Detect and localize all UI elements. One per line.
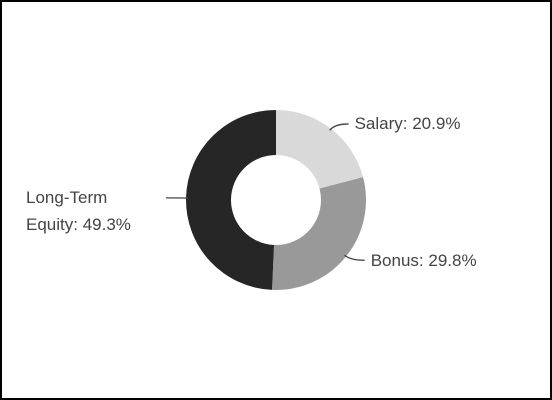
leader-line [329,123,349,131]
data-label: Bonus: 29.8% [370,250,477,270]
data-label: Long-Term Equity: 49.3% [26,187,131,234]
leader-line [344,254,365,261]
donut-slice [185,110,276,290]
data-label: Salary: 20.9% [354,114,461,134]
donut-slice [276,110,364,189]
donut-slice [272,177,366,290]
